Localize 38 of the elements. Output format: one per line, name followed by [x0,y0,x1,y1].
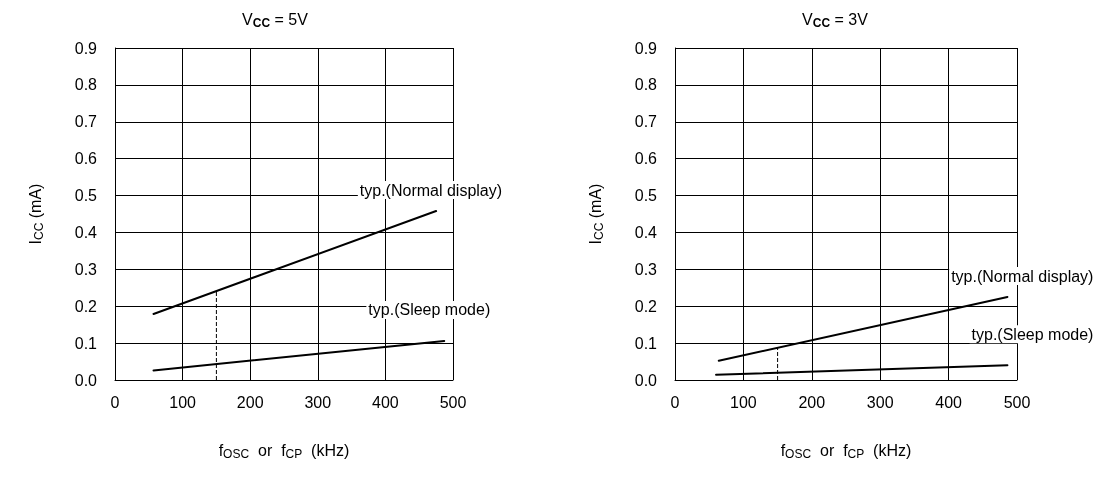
x-tick-label: 300 [866,393,894,411]
y-tick-label: 0.1 [74,334,98,352]
x-tick-label: 200 [236,393,264,411]
y-tick-label: 0.4 [74,223,98,241]
series-label: typ.(Normal display) [951,267,1094,285]
y-axis-title: ICC (mA) [26,183,46,245]
series-label: typ.(Normal display) [359,181,503,199]
y-tick-label: 0.6 [634,150,658,168]
x-tick-label: 500 [1003,393,1031,411]
y-axis-title: ICC (mA) [586,183,606,245]
y-tick-label: 0.3 [634,260,658,278]
y-tick-label: 0.4 [634,223,658,241]
series-label: typ.(Sleep mode) [368,301,491,319]
y-tick-label: 0.2 [634,297,658,315]
x-tick-label: 300 [304,393,332,411]
y-tick-label: 0.5 [74,187,98,205]
x-tick-label: 0 [110,393,120,411]
x-tick-label: 500 [439,393,467,411]
y-tick-label: 0.0 [74,371,98,389]
y-tick-label: 0.7 [74,113,98,131]
x-tick-label: 100 [730,393,757,411]
y-tick-label: 0.8 [74,76,98,94]
y-tick-label: 0.0 [634,371,658,389]
y-tick-label: 0.5 [634,187,658,205]
y-tick-label: 0.9 [634,39,658,57]
y-tick-label: 0.9 [74,39,98,57]
y-tick-label: 0.3 [74,260,98,278]
x-tick-label: 100 [169,393,197,411]
y-tick-label: 0.2 [74,297,98,315]
y-tick-label: 0.8 [634,76,658,94]
x-tick-label: 200 [798,393,826,411]
x-tick-label: 0 [670,393,680,411]
y-tick-label: 0.6 [74,150,98,168]
y-tick-label: 0.1 [634,334,658,352]
series-label: typ.(Sleep mode) [971,325,1094,343]
y-tick-label: 0.7 [634,113,658,131]
x-tick-label: 400 [372,393,399,411]
x-tick-label: 400 [935,393,963,411]
